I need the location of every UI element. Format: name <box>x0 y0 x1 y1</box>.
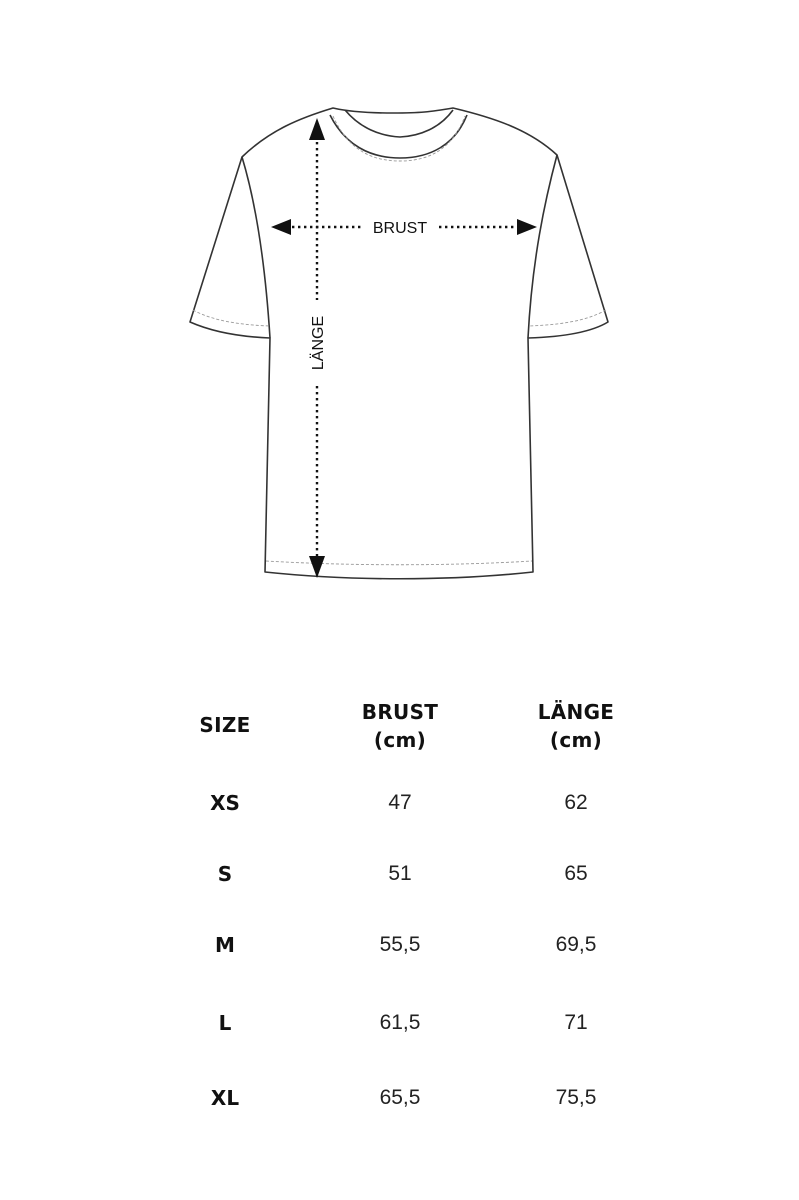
header-size: SIZE <box>199 713 251 737</box>
row-chest: 65,5 <box>379 1086 421 1109</box>
tshirt-outline <box>189 107 609 580</box>
header-length-label: LÄNGE <box>537 700 615 724</box>
row-chest: 55,5 <box>379 933 421 956</box>
chest-label: BRUST <box>373 220 427 237</box>
row-size: S <box>217 862 233 886</box>
row-size: L <box>218 1011 232 1035</box>
length-arrow <box>309 118 325 578</box>
left-armhole <box>241 156 271 339</box>
row-size: XS <box>210 791 240 815</box>
row-length: 71 <box>564 1011 588 1034</box>
right-armhole <box>527 154 558 339</box>
row-length: 75,5 <box>555 1086 597 1109</box>
header-length-unit: (cm) <box>549 728 603 752</box>
chest-arrow <box>271 219 537 235</box>
row-chest: 61,5 <box>379 1011 421 1034</box>
row-chest: 51 <box>388 862 412 885</box>
header-chest-label: BRUST <box>361 700 439 724</box>
header-length: LÄNGE (cm) <box>538 698 615 754</box>
tshirt-diagram: BRUST LÄNGE <box>189 107 609 580</box>
row-length: 69,5 <box>555 933 597 956</box>
row-size: M <box>215 933 235 957</box>
header-chest: BRUST (cm) <box>362 698 438 754</box>
header-chest-unit: (cm) <box>373 728 427 752</box>
row-chest: 47 <box>388 791 412 814</box>
row-length: 65 <box>564 862 588 885</box>
row-size: XL <box>210 1086 240 1110</box>
collar-inner <box>344 109 454 138</box>
row-length: 62 <box>564 791 588 814</box>
length-label: LÄNGE <box>309 316 327 370</box>
